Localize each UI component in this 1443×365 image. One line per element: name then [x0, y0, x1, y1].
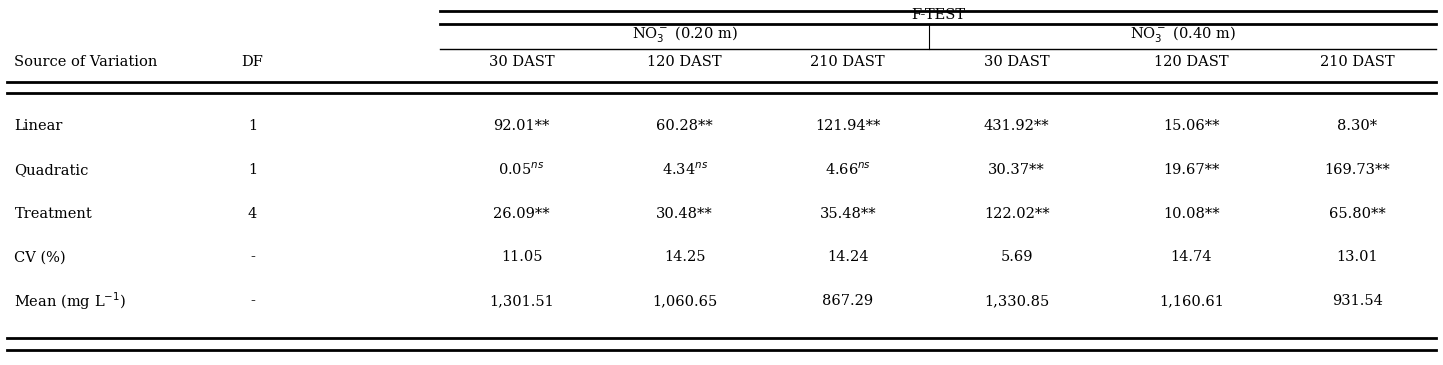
Text: Quadratic: Quadratic — [14, 163, 89, 177]
Text: Linear: Linear — [14, 119, 63, 133]
Text: 931.54: 931.54 — [1332, 294, 1382, 308]
Text: -: - — [250, 250, 255, 264]
Text: 19.67**: 19.67** — [1163, 163, 1219, 177]
Text: F-TEST: F-TEST — [911, 8, 965, 22]
Text: NO$_3^-$ (0.20 m): NO$_3^-$ (0.20 m) — [632, 24, 737, 45]
Text: 169.73**: 169.73** — [1325, 163, 1390, 177]
Text: 60.28**: 60.28** — [657, 119, 713, 133]
Text: 120 DAST: 120 DAST — [648, 55, 722, 69]
Text: 1: 1 — [248, 163, 257, 177]
Text: Treatment: Treatment — [14, 207, 92, 220]
Text: 4.34$^{ns}$: 4.34$^{ns}$ — [661, 161, 709, 178]
Text: 30 DAST: 30 DAST — [984, 55, 1049, 69]
Text: 30.37**: 30.37** — [988, 163, 1045, 177]
Text: 210 DAST: 210 DAST — [1320, 55, 1394, 69]
Text: NO$_3^-$ (0.40 m): NO$_3^-$ (0.40 m) — [1130, 24, 1235, 45]
Text: 121.94**: 121.94** — [815, 119, 880, 133]
Text: 120 DAST: 120 DAST — [1154, 55, 1228, 69]
Text: 14.24: 14.24 — [827, 250, 869, 264]
Text: 15.06**: 15.06** — [1163, 119, 1219, 133]
Text: 10.08**: 10.08** — [1163, 207, 1219, 220]
Text: 13.01: 13.01 — [1336, 250, 1378, 264]
Text: 4.66$^{ns}$: 4.66$^{ns}$ — [825, 161, 870, 178]
Text: 30 DAST: 30 DAST — [489, 55, 554, 69]
Text: 1,330.85: 1,330.85 — [984, 294, 1049, 308]
Text: 30.48**: 30.48** — [657, 207, 713, 220]
Text: 1,060.65: 1,060.65 — [652, 294, 717, 308]
Text: 431.92**: 431.92** — [984, 119, 1049, 133]
Text: 1,301.51: 1,301.51 — [489, 294, 554, 308]
Text: 14.74: 14.74 — [1170, 250, 1212, 264]
Text: 210 DAST: 210 DAST — [811, 55, 885, 69]
Text: 5.69: 5.69 — [1000, 250, 1033, 264]
Text: 4: 4 — [248, 207, 257, 220]
Text: 92.01**: 92.01** — [494, 119, 550, 133]
Text: Source of Variation: Source of Variation — [14, 55, 157, 69]
Text: 8.30*: 8.30* — [1338, 119, 1377, 133]
Text: 35.48**: 35.48** — [820, 207, 876, 220]
Text: 26.09**: 26.09** — [494, 207, 550, 220]
Text: 122.02**: 122.02** — [984, 207, 1049, 220]
Text: 65.80**: 65.80** — [1329, 207, 1385, 220]
Text: -: - — [250, 294, 255, 308]
Text: 11.05: 11.05 — [501, 250, 543, 264]
Text: Mean (mg L$^{-1}$): Mean (mg L$^{-1}$) — [14, 290, 127, 312]
Text: 867.29: 867.29 — [823, 294, 873, 308]
Text: CV (%): CV (%) — [14, 250, 66, 264]
Text: 0.05$^{ns}$: 0.05$^{ns}$ — [498, 161, 545, 178]
Text: 1,160.61: 1,160.61 — [1159, 294, 1224, 308]
Text: DF: DF — [241, 55, 264, 69]
Text: 14.25: 14.25 — [664, 250, 706, 264]
Text: 1: 1 — [248, 119, 257, 133]
